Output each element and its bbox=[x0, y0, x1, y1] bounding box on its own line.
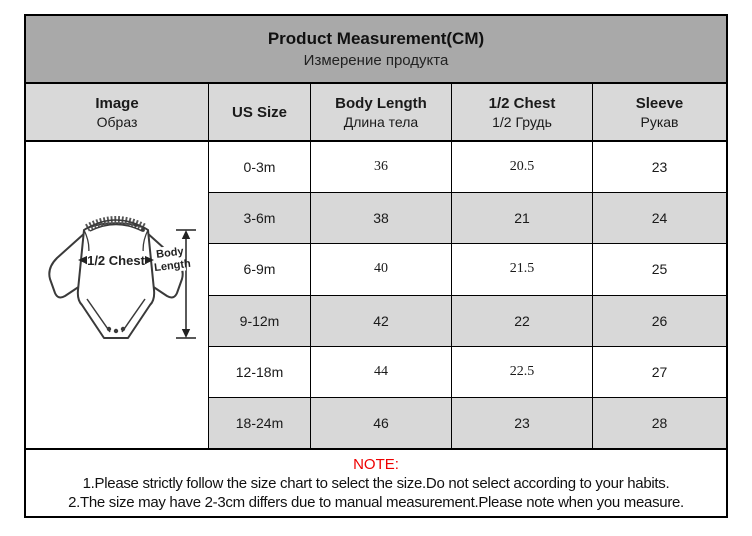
body-length-label-1: Body bbox=[156, 245, 186, 260]
sheet-title-en: Product Measurement(CM) bbox=[267, 29, 485, 48]
column-header-half-chest: 1/2 Chest 1/2 Грудь bbox=[452, 84, 593, 140]
shoulder-button bbox=[134, 223, 138, 227]
table-row: 6-9m 40 21.5 25 bbox=[209, 243, 726, 295]
onesie-diagram: 1/2 Chest Body Length bbox=[48, 216, 196, 339]
table-row: 12-18m 44 22.5 27 bbox=[209, 345, 726, 397]
table-body: 1/2 Chest Body Length bbox=[26, 142, 726, 449]
sleeve-cell: 28 bbox=[651, 414, 668, 431]
note-heading: NOTE: bbox=[353, 455, 399, 473]
body-length-label-2: Length bbox=[154, 258, 192, 274]
size-cell: 18-24m bbox=[209, 397, 311, 449]
table-row: 9-12m 42 22 26 bbox=[209, 294, 726, 346]
table-row: 3-6m 38 21 24 bbox=[209, 192, 726, 244]
sleeve-cell: 24 bbox=[651, 210, 668, 227]
shoulder-button bbox=[141, 228, 145, 232]
table-row: 18-24m 46 23 28 bbox=[209, 396, 726, 449]
title-band: Product Measurement(CM) Измерение продук… bbox=[26, 16, 726, 82]
half-chest-cell: 23 bbox=[452, 397, 593, 449]
sleeve-cell: 25 bbox=[651, 261, 668, 278]
onesie-torso bbox=[76, 222, 156, 339]
sleeve-cell: 23 bbox=[651, 159, 668, 176]
body-length-cell: 36 bbox=[311, 142, 452, 193]
size-cell: 9-12m bbox=[209, 295, 311, 346]
column-header-row: Image Образ US Size Body Length Длина те… bbox=[26, 82, 726, 142]
half-chest-cell: 22.5 bbox=[452, 346, 593, 397]
size-chart-sheet: Product Measurement(CM) Измерение продук… bbox=[24, 14, 728, 518]
sleeve-cell: 27 bbox=[651, 363, 668, 380]
note-section: NOTE: 1.Please strictly follow the size … bbox=[26, 448, 726, 516]
body-length-cell: 38 bbox=[311, 193, 452, 244]
table-row: 0-3m 36 20.5 23 bbox=[209, 142, 726, 193]
size-cell: 3-6m bbox=[209, 193, 311, 244]
note-line-2: 2.The size may have 2-3cm differs due to… bbox=[68, 493, 684, 511]
body-length-arrow: Body Length bbox=[153, 229, 196, 339]
half-chest-cell: 22 bbox=[452, 295, 593, 346]
size-cell: 0-3m bbox=[209, 142, 311, 193]
snap-dot bbox=[113, 328, 119, 334]
chest-arrow: 1/2 Chest bbox=[78, 251, 154, 268]
column-header-us-size: US Size bbox=[209, 84, 311, 140]
half-chest-cell: 20.5 bbox=[452, 142, 593, 193]
body-length-cell: 40 bbox=[311, 244, 452, 295]
size-cell: 6-9m bbox=[209, 244, 311, 295]
size-rows: 0-3m 36 20.5 23 3-6m 38 21 24 6-9m 40 21… bbox=[209, 142, 726, 449]
size-cell: 12-18m bbox=[209, 346, 311, 397]
half-chest-cell: 21 bbox=[452, 193, 593, 244]
body-length-cell: 44 bbox=[311, 346, 452, 397]
chest-label: 1/2 Chest bbox=[87, 253, 145, 268]
note-line-1: 1.Please strictly follow the size chart … bbox=[82, 474, 670, 492]
body-length-cell: 42 bbox=[311, 295, 452, 346]
snap-dot bbox=[106, 326, 112, 332]
column-header-sleeve: Sleeve Рукав bbox=[635, 94, 684, 130]
body-length-cell: 46 bbox=[311, 397, 452, 449]
snap-dot bbox=[120, 326, 126, 332]
sheet-title-ru: Измерение продукта bbox=[303, 52, 449, 69]
column-header-image: Image Образ bbox=[26, 84, 209, 140]
column-header-body-length: Body Length Длина тела bbox=[311, 84, 452, 140]
product-image-cell: 1/2 Chest Body Length bbox=[26, 142, 209, 448]
sleeve-cell: 26 bbox=[651, 312, 668, 329]
half-chest-cell: 21.5 bbox=[452, 244, 593, 295]
